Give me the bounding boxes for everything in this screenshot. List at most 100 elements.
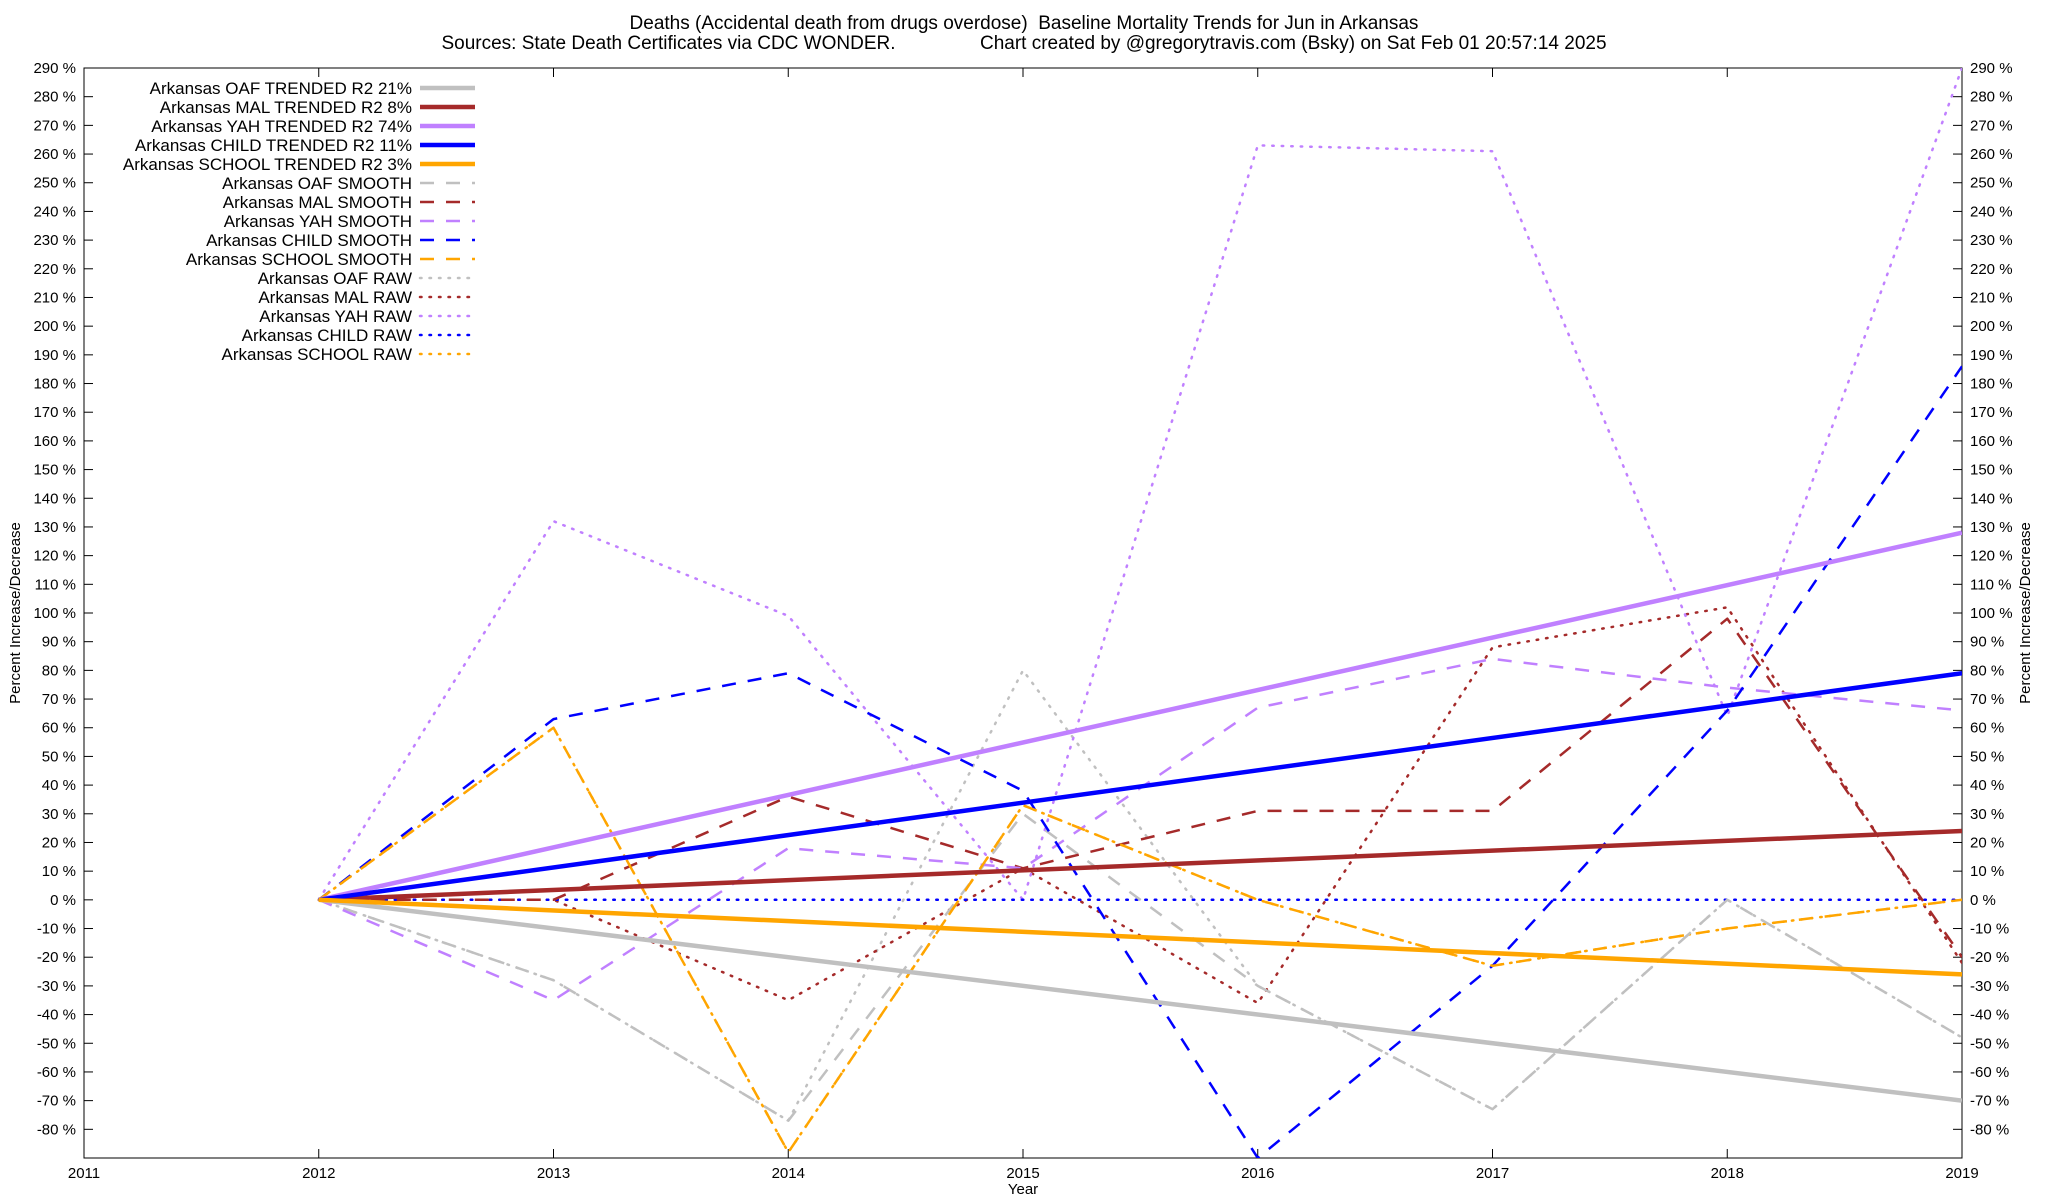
y-tick-label: 250 % [33, 175, 76, 192]
y2-tick-label: 250 % [1970, 175, 2013, 192]
y-tick-label: -40 % [37, 1007, 76, 1024]
y-tick-label: 290 % [33, 60, 76, 77]
y-tick-label: 180 % [33, 376, 76, 393]
y-tick-label: 90 % [42, 634, 76, 651]
y-tick-label: 50 % [42, 748, 76, 765]
legend-label: Arkansas MAL SMOOTH [223, 193, 412, 212]
series-line-12 [317, 68, 1962, 902]
y-tick-label: 270 % [33, 117, 76, 134]
y2-tick-label: 200 % [1970, 318, 2013, 335]
y-tick-label: 130 % [33, 519, 76, 536]
y2-tick-label: 230 % [1970, 232, 2013, 249]
y2-tick-label: 220 % [1970, 261, 2013, 278]
y2-tick-label: 20 % [1970, 834, 2004, 851]
y2-tick-label: 90 % [1970, 634, 2004, 651]
series-line-0 [318, 897, 1962, 1103]
x-tick-label: 2013 [537, 1165, 570, 1182]
y2-tick-label: 30 % [1970, 806, 2004, 823]
x-tick-label: 2018 [1711, 1165, 1744, 1182]
legend: Arkansas OAF TRENDED R2 21% Arkansas MAL … [123, 79, 477, 364]
x-tick-label: 2015 [1006, 1165, 1039, 1182]
legend-label: Arkansas SCHOOL TRENDED R2 3% [123, 155, 412, 174]
y-tick-label: -50 % [37, 1035, 76, 1052]
series-line-6 [318, 617, 1962, 958]
y-tick-label: 60 % [42, 720, 76, 737]
legend-label: Arkansas CHILD RAW [242, 326, 412, 345]
y2-tick-label: -50 % [1970, 1035, 2009, 1052]
y-tick-label: -10 % [37, 921, 76, 938]
legend-label: Arkansas YAH SMOOTH [224, 212, 412, 231]
series-line-4 [318, 897, 1962, 977]
y-tick-label: 30 % [42, 806, 76, 823]
y-tick-label: 70 % [42, 691, 76, 708]
y2-tick-label: 40 % [1970, 777, 2004, 794]
y-tick-label: 40 % [42, 777, 76, 794]
series-line-1 [318, 828, 1962, 903]
y-tick-label: 110 % [35, 576, 76, 593]
y-tick-label: 140 % [33, 490, 76, 507]
x-tick-label: 2012 [302, 1165, 335, 1182]
series-line-3 [318, 670, 1962, 903]
legend-label: Arkansas SCHOOL RAW [221, 345, 412, 364]
legend-label: Arkansas CHILD SMOOTH [206, 231, 412, 250]
x-tick-label: 2019 [1945, 1165, 1978, 1182]
y-tick-label: -70 % [37, 1093, 76, 1110]
y2-tick-label: 190 % [1970, 347, 2013, 364]
y2-tick-label: 150 % [1970, 462, 2013, 479]
series-line-14 [317, 726, 1962, 1154]
y-tick-label: 160 % [33, 433, 76, 450]
y2-tick-label: 130 % [1970, 519, 2013, 536]
y2-tick-label: 180 % [1970, 376, 2013, 393]
y-tick-label: 10 % [42, 863, 76, 880]
legend-label: Arkansas SCHOOL SMOOTH [186, 250, 412, 269]
y-tick-label: 150 % [33, 462, 76, 479]
legend-label: Arkansas CHILD TRENDED R2 11% [135, 136, 412, 155]
y2-tick-label: 0 % [1970, 892, 1996, 909]
series-line-5 [318, 812, 1962, 1122]
y-tick-label: -20 % [37, 949, 76, 966]
y-tick-label: 120 % [33, 548, 76, 565]
series-line-8 [318, 365, 1962, 1158]
y2-tick-label: -20 % [1970, 949, 2009, 966]
y2-tick-label: 120 % [1970, 548, 2013, 565]
series-line-2 [318, 530, 1962, 902]
y2-tick-label: -10 % [1970, 921, 2009, 938]
y2-tick-label: 50 % [1970, 748, 2004, 765]
legend-label: Arkansas YAH RAW [259, 307, 412, 326]
legend-label: Arkansas OAF TRENDED R2 21% [150, 79, 412, 98]
x-tick-label: 2011 [68, 1165, 100, 1182]
y2-tick-label: -70 % [1970, 1093, 2009, 1110]
y-tick-label: 200 % [33, 318, 76, 335]
y-tick-label: 100 % [33, 605, 76, 622]
series-line-9 [318, 726, 1962, 1154]
chart-subtitle: Sources: State Death Certificates via CD… [441, 33, 1607, 54]
y2-tick-label: 160 % [1970, 433, 2013, 450]
y2-tick-label: 70 % [1970, 691, 2004, 708]
y2-tick-label: 110 % [1970, 576, 2011, 593]
y2-tick-label: 10 % [1970, 863, 2004, 880]
y-tick-label: -30 % [37, 978, 76, 995]
y-tick-label: -60 % [37, 1064, 76, 1081]
y-tick-label: 280 % [33, 89, 76, 106]
x-tick-label: 2016 [1241, 1165, 1274, 1182]
y-tick-label: 220 % [33, 261, 76, 278]
y-axis-title: Percent Increase/Decrease [7, 522, 24, 704]
y2-tick-label: 260 % [1970, 146, 2013, 163]
legend-label: Arkansas MAL RAW [258, 288, 412, 307]
y2-tick-label: 170 % [1970, 404, 2013, 421]
x-tick-label: 2017 [1476, 1165, 1509, 1182]
y-tick-label: 170 % [33, 404, 76, 421]
x-tick-label: 2014 [772, 1165, 805, 1182]
legend-label: Arkansas YAH TRENDED R2 74% [151, 117, 412, 136]
y2-tick-label: -80 % [1970, 1121, 2009, 1138]
y2-tick-label: -40 % [1970, 1007, 2009, 1024]
y-tick-label: 240 % [33, 203, 76, 220]
chart-title: Deaths (Accidental death from drugs over… [629, 13, 1419, 34]
y2-tick-label: 140 % [1970, 490, 2013, 507]
y-tick-label: 190 % [33, 347, 76, 364]
y-tick-label: 80 % [42, 662, 76, 679]
y-tick-label: 260 % [33, 146, 76, 163]
x-axis-title: Year [1008, 1181, 1038, 1198]
legend-label: Arkansas OAF RAW [258, 269, 412, 288]
